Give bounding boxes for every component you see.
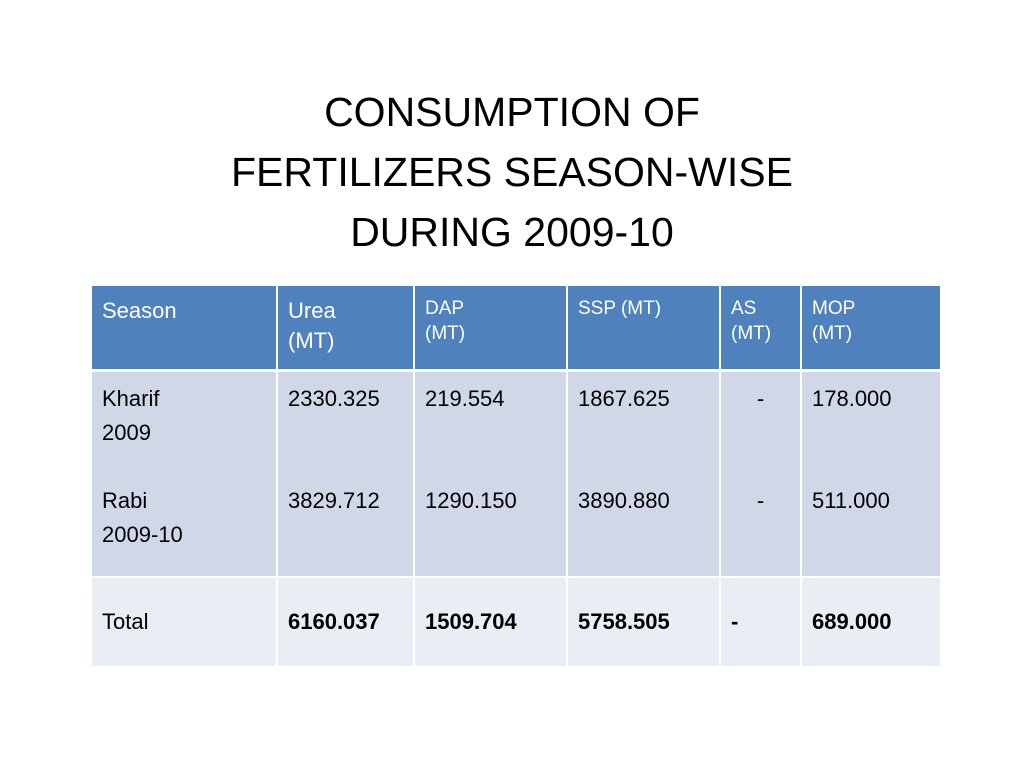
rabi-mop: 511.000 [812,488,890,513]
page-title: CONSUMPTION OF FERTILIZERS SEASON-WISE D… [0,82,1024,262]
kharif-year: 2009 [102,420,151,445]
rabi-dap: 1290.150 [425,488,517,513]
rabi-urea: 3829.712 [288,488,380,513]
cell-dap: 219.554 1290.150 [415,372,568,578]
rabi-as: - [756,488,765,513]
kharif-urea: 2330.325 [288,386,380,411]
cell-season: Kharif 2009 Rabi 2009-10 [92,372,278,578]
header-dap: DAP (MT) [415,286,568,372]
table-row-seasons: Kharif 2009 Rabi 2009-10 2330.325 3829.7… [92,372,940,578]
rabi-label: Rabi [102,488,148,513]
kharif-mop: 178.000 [812,386,892,411]
total-as: - [721,578,802,666]
title-line-3: DURING 2009-10 [350,209,674,255]
header-as: AS (MT) [721,286,802,372]
header-season: Season [92,286,278,372]
kharif-dap: 219.554 [425,386,505,411]
header-as-unit: (MT) [731,323,772,344]
rabi-year: 2009-10 [102,522,183,547]
total-label: Total [92,578,278,666]
cell-urea: 2330.325 3829.712 [278,372,415,578]
kharif-ssp: 1867.625 [578,386,670,411]
rabi-ssp: 3890.880 [578,488,670,513]
header-urea-label: Urea [288,298,336,323]
header-dap-label: DAP [425,298,465,319]
table-row-total: Total 6160.037 1509.704 5758.505 - 689.0… [92,578,940,666]
title-line-1: CONSUMPTION OF [324,89,700,135]
header-mop-unit: (MT) [812,323,853,344]
kharif-as: - [756,386,765,411]
header-dap-unit: (MT) [425,323,466,344]
fertilizer-consumption-table: Season Urea (MT) DAP (MT) SSP (MT) AS (M… [92,286,940,666]
cell-ssp: 1867.625 3890.880 [568,372,721,578]
cell-as: - - [721,372,802,578]
total-mop: 689.000 [802,578,940,666]
cell-mop: 178.000 511.000 [802,372,940,578]
header-ssp-label: SSP (MT) [578,298,662,319]
total-urea: 6160.037 [278,578,415,666]
header-ssp: SSP (MT) [568,286,721,372]
header-urea-unit: (MT) [288,328,335,353]
header-mop: MOP (MT) [802,286,940,372]
kharif-label: Kharif [102,386,160,411]
header-urea: Urea (MT) [278,286,415,372]
header-as-label: AS [731,298,757,319]
total-ssp: 5758.505 [568,578,721,666]
title-line-2: FERTILIZERS SEASON-WISE [231,149,793,195]
header-season-label: Season [102,298,177,323]
header-mop-label: MOP [812,298,856,319]
table-header-row: Season Urea (MT) DAP (MT) SSP (MT) AS (M… [92,286,940,372]
total-dap: 1509.704 [415,578,568,666]
